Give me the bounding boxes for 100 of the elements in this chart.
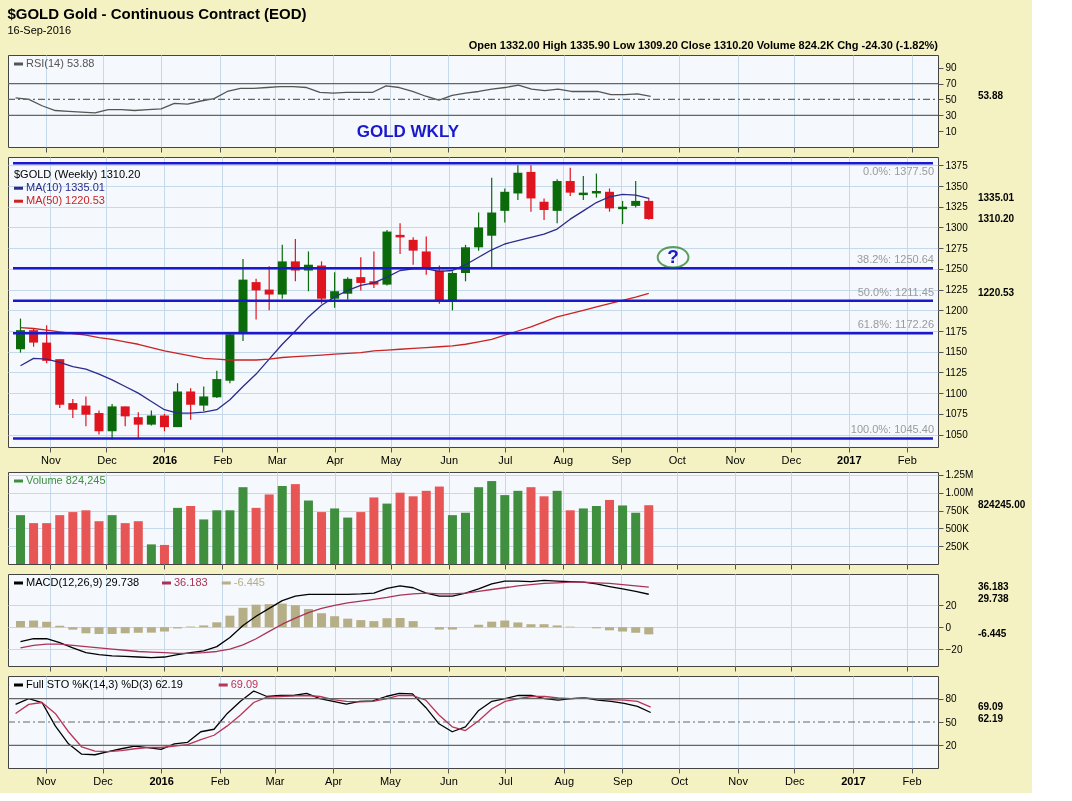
candlestick — [186, 387, 196, 421]
bar — [107, 515, 117, 564]
x-tick-label: Nov — [41, 453, 62, 466]
bar — [343, 517, 353, 564]
y-tick-label: 50 — [945, 716, 958, 728]
bar — [277, 603, 287, 628]
x-tick-label: Dec — [97, 453, 118, 466]
bar — [330, 508, 340, 564]
y-tick-label: 1325 — [945, 201, 969, 213]
candlestick — [356, 256, 366, 291]
y-tick-label: −20 — [945, 643, 963, 655]
bar — [225, 510, 235, 564]
bar — [644, 627, 654, 635]
bar — [565, 510, 575, 564]
bar — [474, 487, 484, 564]
annotation: ? — [667, 246, 679, 268]
text: Open 1332.00 High 1335.90 Low 1309.20 Close 1310.20 Volume 824.2K Chg -24.30 (-1.82%) — [468, 39, 939, 51]
bar — [146, 627, 156, 633]
bar — [42, 621, 52, 628]
x-tick-label: Mar — [267, 453, 287, 466]
candlestick — [42, 324, 52, 364]
candlestick — [513, 164, 523, 201]
bar — [631, 627, 641, 633]
y-tick-label: 250K — [945, 540, 970, 552]
bar — [382, 618, 392, 628]
y-tick-label: 1150 — [945, 346, 968, 358]
bar — [395, 492, 405, 564]
x-tick-label: Sep — [613, 774, 633, 787]
y-tick-label: 1375 — [945, 159, 969, 171]
bar — [303, 609, 313, 628]
x-tick-label: Dec — [93, 774, 114, 787]
candlestick — [500, 187, 510, 224]
text: 824245.00 — [978, 499, 1026, 511]
line-series — [19, 193, 650, 414]
bar — [94, 627, 104, 634]
bar — [395, 618, 405, 628]
bar — [303, 500, 313, 564]
y-tick-label: 750K — [945, 505, 970, 517]
x-tick-label: Aug — [553, 453, 574, 466]
bar — [539, 496, 549, 564]
ref-line-label: 50.0%: 1211.45 — [857, 285, 934, 298]
x-tick-label: Dec — [781, 453, 802, 466]
bar — [421, 490, 431, 564]
bar — [264, 494, 274, 564]
bar — [539, 624, 549, 628]
x-tick-label: Dec — [785, 774, 806, 787]
bar — [186, 506, 196, 564]
y-tick-label: 1125 — [945, 366, 968, 378]
y-tick-label: 90 — [945, 62, 958, 74]
bar — [81, 510, 91, 564]
legend-label: MACD(12,26,9) 29.738 — [26, 576, 140, 588]
x-tick-label: Nov — [728, 774, 749, 787]
candlestick — [120, 405, 130, 427]
bar — [15, 515, 25, 564]
line-series — [19, 292, 650, 361]
candlestick — [199, 385, 209, 412]
y-tick-label: 1200 — [945, 304, 969, 316]
bar — [277, 485, 287, 564]
bar — [408, 496, 418, 564]
x-tick-label: 2016 — [152, 453, 178, 466]
legend-label: 69.09 — [230, 678, 259, 690]
legend-label: MA(10) 1335.01 — [26, 181, 105, 194]
candlestick — [631, 180, 641, 209]
x-tick-label: Feb — [210, 774, 230, 787]
text: 1310.20 — [978, 212, 1015, 224]
bar — [605, 499, 614, 564]
x-tick-label: Nov — [725, 453, 746, 466]
candlestick — [421, 235, 431, 276]
y-tick-label: 1300 — [945, 221, 969, 233]
x-tick-label: Jul — [498, 453, 513, 466]
bar — [133, 521, 143, 564]
bar — [526, 487, 536, 564]
bar — [238, 487, 248, 564]
bar — [68, 512, 78, 564]
bar — [133, 627, 143, 633]
y-tick-label: 1175 — [945, 325, 968, 337]
bar — [225, 615, 235, 628]
y-tick-label: 500K — [945, 522, 970, 534]
x-tick-label: Jun — [440, 774, 458, 787]
x-tick-label: Nov — [36, 774, 57, 787]
text: -6.445 — [978, 628, 1007, 640]
x-tick-label: Apr — [325, 774, 343, 787]
y-tick-label: 1050 — [945, 429, 969, 441]
bar — [42, 523, 52, 564]
bar — [513, 622, 523, 628]
x-tick-label: Feb — [902, 774, 922, 787]
bar — [644, 505, 654, 564]
legend-label: Full STO %K(14,3) %D(3) 62.19 — [26, 678, 183, 690]
bar — [159, 627, 169, 632]
bar — [500, 495, 510, 564]
bar — [238, 607, 248, 628]
ref-line-label: 100.0%: 1045.40 — [850, 423, 934, 436]
x-tick-label: 2017 — [841, 774, 866, 787]
bar — [107, 627, 117, 634]
bar — [500, 620, 510, 628]
chart-title: $GOLD Gold - Continuous Contract (EOD) — [7, 5, 307, 22]
candlestick — [487, 177, 497, 268]
bar — [618, 505, 628, 564]
y-tick-label: 1.25M — [945, 469, 974, 481]
x-tick-label: Apr — [326, 453, 345, 466]
